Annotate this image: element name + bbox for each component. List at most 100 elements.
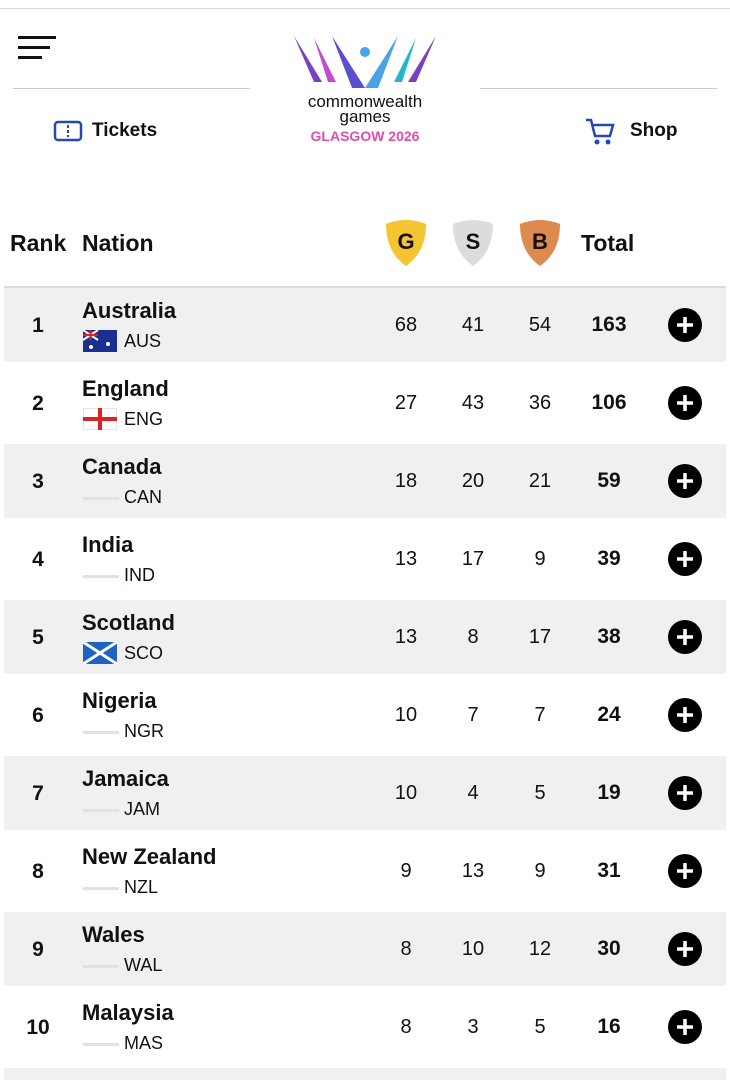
rank: 9: [32, 938, 44, 961]
menu-button[interactable]: [18, 36, 58, 62]
gold-count: 27: [394, 392, 418, 414]
gold-count: 10: [394, 704, 418, 726]
nation-code: CAN: [124, 487, 163, 507]
bronze-count: 9: [534, 548, 546, 570]
expand-button[interactable]: [668, 386, 702, 420]
silver-count: 41: [461, 314, 485, 336]
silver-count: 10: [461, 938, 485, 960]
nation-name: Malaysia: [82, 1000, 174, 1025]
logo-mark: [294, 36, 436, 88]
row: 10 Malaysia MAS 8 3 5 16: [4, 990, 726, 1064]
gold-count: 13: [394, 626, 418, 648]
total-count: 39: [597, 547, 621, 570]
column-header: Nation: [82, 230, 154, 256]
nation-code: MAS: [124, 1033, 164, 1053]
flag: [82, 329, 117, 358]
medal-header: S: [465, 229, 481, 254]
gold-count: 13: [394, 548, 418, 570]
expand-button[interactable]: [668, 1010, 702, 1044]
rank: 1: [32, 314, 44, 337]
flag: [82, 640, 118, 670]
gold-count: 18: [394, 470, 418, 492]
nation-code: WAL: [124, 955, 163, 975]
nation-name: Australia: [82, 298, 177, 323]
nation-name: England: [82, 376, 169, 401]
nav-link[interactable]: Shop: [630, 120, 678, 141]
rank: 3: [32, 470, 44, 493]
expand-button[interactable]: [668, 308, 702, 342]
silver-count: 13: [461, 860, 485, 882]
nation-name: Jamaica: [82, 766, 169, 791]
bronze-count: 12: [528, 938, 552, 960]
silver-count: 43: [461, 392, 485, 414]
flag: [82, 407, 118, 436]
nation-code: ENG: [124, 409, 164, 429]
nation-code: NZL: [124, 877, 159, 897]
flag-placeholder: [83, 965, 119, 968]
row: 3 Canada CAN 18 20 21 59: [4, 444, 726, 518]
medal-header: G: [397, 229, 415, 254]
medal-header: B: [532, 229, 548, 254]
rank: 7: [32, 782, 44, 805]
expand-button[interactable]: [668, 776, 702, 810]
bronze-count: 5: [534, 1016, 546, 1038]
flag-placeholder: [83, 887, 119, 890]
silver-count: 4: [467, 782, 479, 804]
bronze-count: 36: [528, 392, 552, 414]
top-border: [0, 8, 730, 9]
rank: 6: [32, 704, 44, 727]
gold-count: 8: [400, 938, 412, 960]
flag-placeholder: [83, 731, 119, 734]
logo-text: commonwealth: [307, 92, 423, 111]
row: 8 New Zealand NZL 9 13 9 31: [4, 834, 726, 908]
nation-code: NGR: [124, 721, 164, 741]
bronze-count: 9: [534, 860, 546, 882]
logo-text: games: [339, 107, 391, 126]
total-count: 24: [597, 703, 621, 726]
bronze-count: 54: [528, 314, 552, 336]
row: 4 India IND 13 17 9 39: [4, 522, 726, 596]
logo-subtitle: GLASGOW 2026: [310, 128, 420, 144]
expand-button[interactable]: [668, 854, 702, 888]
row: 6 Nigeria NGR 10 7 7 24: [4, 678, 726, 752]
row: 1 Australia AUS 68 41 54 163: [4, 288, 726, 362]
rank: 8: [32, 860, 44, 883]
nation-code: AUS: [124, 331, 162, 351]
nation-name: Wales: [82, 922, 145, 947]
nation-code: JAM: [124, 799, 160, 819]
bronze-count: 17: [528, 626, 552, 648]
rank: 10: [26, 1016, 50, 1039]
expand-button[interactable]: [668, 932, 702, 966]
flag-placeholder: [83, 809, 119, 812]
silver-count: 7: [467, 704, 479, 726]
nation-name: Canada: [82, 454, 162, 479]
tickets-icon: [53, 120, 83, 142]
medal-icons: [386, 220, 560, 266]
total-count: 59: [597, 469, 621, 492]
divider: [480, 88, 717, 89]
header-rule: [4, 286, 726, 288]
silver-count: 17: [461, 548, 485, 570]
row: 7 Jamaica JAM 10 4 5 19: [4, 756, 726, 830]
expand-button[interactable]: [668, 464, 702, 498]
flag-placeholder: [83, 575, 119, 578]
column-header: Rank: [10, 230, 67, 256]
rank: 5: [32, 626, 44, 649]
total-count: 16: [597, 1015, 621, 1038]
row: [4, 1068, 726, 1080]
expand-button[interactable]: [668, 620, 702, 654]
total-count: 31: [597, 859, 621, 882]
gold-count: 10: [394, 782, 418, 804]
silver-count: 3: [467, 1016, 479, 1038]
nation-name: New Zealand: [82, 844, 217, 869]
nav-link[interactable]: Tickets: [92, 120, 158, 141]
expand-button[interactable]: [668, 698, 702, 732]
flag-placeholder: [83, 497, 119, 500]
column-header: Total: [581, 230, 635, 256]
silver-count: 20: [461, 470, 485, 492]
bronze-count: 7: [534, 704, 546, 726]
expand-button[interactable]: [668, 542, 702, 576]
rank: 4: [32, 548, 44, 571]
divider: [13, 88, 250, 89]
